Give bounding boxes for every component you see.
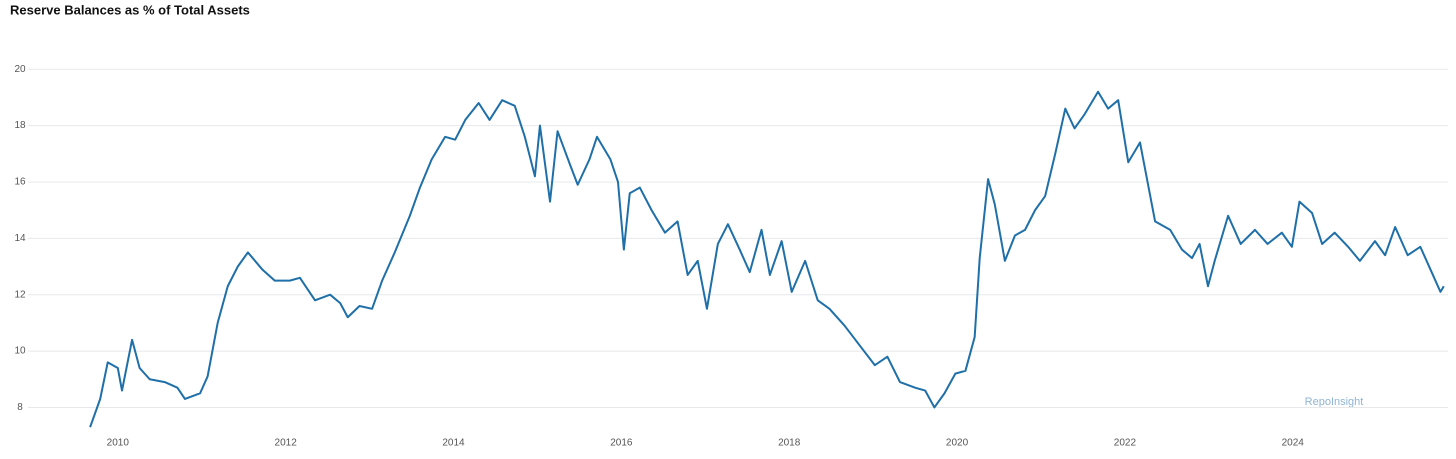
data-line — [89, 90, 1445, 428]
x-tick-label: 2010 — [107, 438, 130, 449]
x-tick-label: 2014 — [442, 438, 465, 449]
y-tick-label: 12 — [14, 289, 26, 300]
y-tick-label: 18 — [14, 120, 26, 131]
x-tick-label: 2012 — [275, 438, 298, 449]
y-tick-label: 16 — [14, 177, 26, 188]
x-tick-label: 2024 — [1282, 438, 1305, 449]
x-tick-label: 2022 — [1114, 438, 1137, 449]
x-tick-label: 2018 — [778, 438, 801, 449]
y-tick-label: 20 — [14, 64, 26, 75]
x-tick-label: 2020 — [946, 438, 969, 449]
watermark: RepoInsight — [1305, 396, 1364, 408]
y-tick-label: 8 — [17, 402, 23, 413]
chart-title: Reserve Balances as % of Total Assets — [10, 2, 250, 17]
x-tick-label: 2016 — [610, 438, 633, 449]
y-tick-label: 10 — [14, 346, 26, 357]
y-tick-label: 14 — [14, 233, 26, 244]
